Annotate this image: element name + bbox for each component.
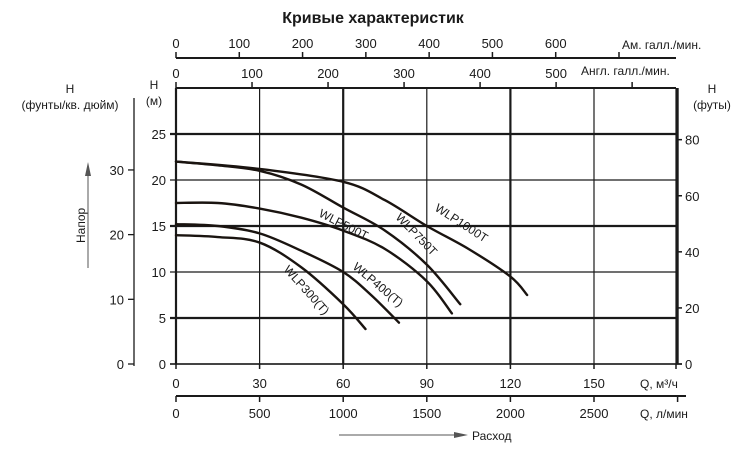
top-us-tick: 300 (355, 36, 377, 51)
left-m-tick: 25 (152, 127, 166, 142)
bottom-lmin-tick: 500 (249, 406, 271, 421)
left-m-label-unit: (м) (146, 94, 162, 108)
left-psi-label-unit: (фунты/кв. дюйм) (21, 98, 118, 112)
head-arrow-label: Напор (74, 207, 88, 243)
left-psi-tick: 0 (117, 357, 124, 372)
head-arrow: Напор (74, 162, 91, 268)
top-us-tick: 0 (172, 36, 179, 51)
top-uk-tick: 300 (393, 66, 415, 81)
bottom-lmin-tick: 1000 (329, 406, 358, 421)
right-ft-tick: 20 (685, 301, 699, 316)
right-axis-ft: H (футы) 0 20 40 60 80 (676, 82, 731, 372)
top-us-tick: 200 (292, 36, 314, 51)
top-us-tick: 400 (418, 36, 440, 51)
bottom-lmin-label: Q, л/мин (640, 407, 688, 421)
left-axis-psi: H (фунты/кв. дюйм) 0 10 20 30 (21, 82, 135, 372)
bottom-m3h-label: Q, м³/ч (640, 377, 678, 391)
left-m-label-h: H (150, 78, 159, 92)
left-m-tick: 0 (159, 357, 166, 372)
top-uk-tick: 0 (172, 66, 179, 81)
right-ft-tick: 40 (685, 245, 699, 260)
bottom-lmin-tick: 0 (172, 406, 179, 421)
bottom-m3h-tick: 120 (500, 376, 522, 391)
bottom-m3h-tick: 150 (583, 376, 605, 391)
left-m-tick: 10 (152, 265, 166, 280)
left-m-tick: 15 (152, 219, 166, 234)
top-uk-tick: 400 (469, 66, 491, 81)
bottom-m3h-tick: 0 (172, 376, 179, 391)
curve-wlp300t (174, 234, 367, 331)
bottom-m3h-tick: 30 (252, 376, 266, 391)
left-psi-label-h: H (66, 82, 75, 96)
curve-labels: WLP300(T) WLP400(T) WLP500T WLP750T WLP1… (281, 201, 491, 318)
top-axis-us-gpm: 0 100 200 300 400 500 600 Ам. галл./мин. (172, 36, 701, 59)
left-m-tick: 5 (159, 311, 166, 326)
right-ft-tick: 0 (685, 357, 692, 372)
left-psi-tick: 10 (110, 292, 124, 307)
label-wlp750: WLP750T (393, 210, 441, 259)
label-wlp1000: WLP1000T (432, 201, 491, 246)
left-psi-tick: 20 (110, 228, 124, 243)
flow-arrow: Расход (339, 429, 512, 443)
chart-title: Кривые характеристик (282, 10, 465, 27)
bottom-lmin-tick: 2500 (580, 406, 609, 421)
top-us-tick: 500 (482, 36, 504, 51)
bottom-axis-lmin: 0 500 1000 1500 2000 2500 Q, л/мин (172, 395, 688, 421)
left-axis-m: H (м) 0 5 10 15 20 25 (146, 78, 166, 372)
top-uk-tick: 500 (545, 66, 567, 81)
top-uk-tick: 200 (317, 66, 339, 81)
bottom-lmin-tick: 1500 (412, 406, 441, 421)
curve-wlp400t (174, 222, 401, 324)
pump-curves (174, 160, 529, 331)
bottom-lmin-tick: 2000 (496, 406, 525, 421)
right-ft-tick: 80 (685, 133, 699, 148)
left-psi-tick: 30 (110, 163, 124, 178)
bottom-m3h-tick: 90 (420, 376, 434, 391)
top-us-tick: 600 (545, 36, 567, 51)
top-axis-us-label: Ам. галл./мин. (622, 38, 701, 52)
plot-grid (170, 87, 679, 365)
bottom-m3h-tick: 60 (336, 376, 350, 391)
top-axis-uk-gpm: 0 100 200 300 400 500 Англ. галл./мин. (172, 64, 670, 88)
curve-wlp1000t (174, 160, 529, 297)
flow-arrow-label: Расход (472, 429, 512, 443)
top-axis-uk-label: Англ. галл./мин. (581, 64, 670, 78)
left-m-tick: 20 (152, 173, 166, 188)
right-ft-label-unit: (футы) (693, 98, 731, 112)
curve-wlp500t (174, 201, 454, 315)
top-us-tick: 100 (228, 36, 250, 51)
bottom-axis-m3h: 0 30 60 90 120 150 Q, м³/ч (170, 363, 682, 391)
right-ft-label-h: H (708, 82, 717, 96)
right-ft-tick: 60 (685, 189, 699, 204)
top-uk-tick: 100 (241, 66, 263, 81)
